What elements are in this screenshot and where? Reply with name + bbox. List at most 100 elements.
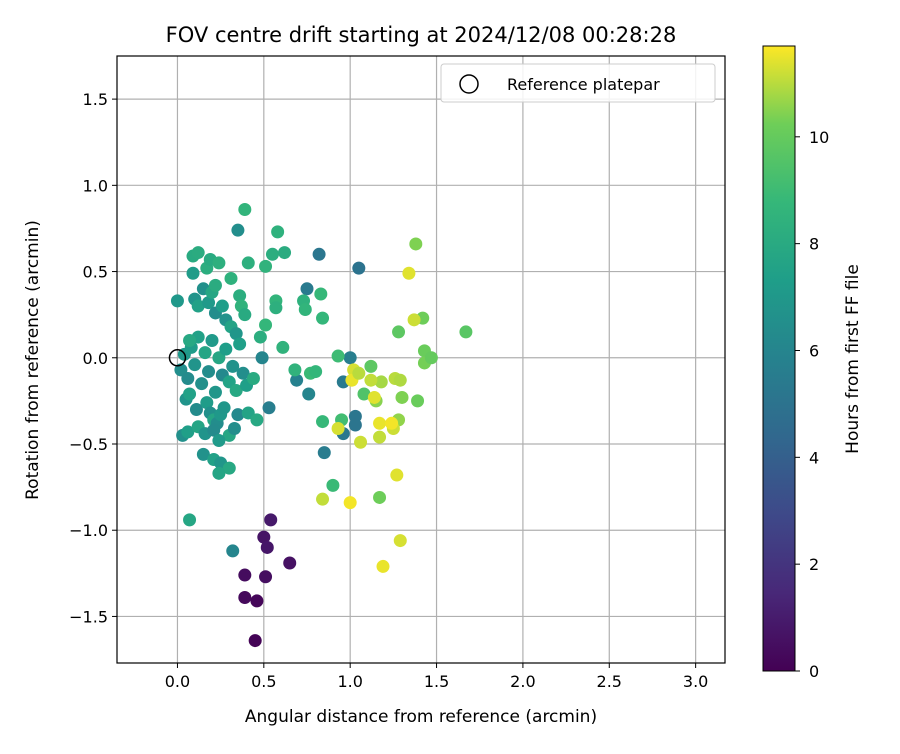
colorbar-ticks: 0 2 4 6 8 10: [795, 128, 829, 681]
data-point: [364, 359, 378, 373]
data-point: [183, 513, 197, 527]
legend: Reference platepar: [440, 63, 716, 103]
y-tick-label: −0.5: [69, 435, 108, 454]
legend-box: [440, 63, 716, 103]
data-point: [196, 447, 210, 461]
reference-platepar-marker: [168, 349, 187, 367]
colorbar-gradient: [762, 45, 796, 672]
data-point: [367, 390, 381, 404]
data-point: [212, 434, 226, 448]
data-point: [238, 568, 252, 582]
data-point: [373, 430, 387, 444]
data-point: [217, 401, 231, 415]
data-point: [189, 403, 203, 417]
data-point: [207, 423, 221, 437]
data-point: [181, 425, 195, 439]
data-point: [259, 318, 273, 332]
data-point: [208, 278, 222, 292]
data-point: [229, 384, 243, 398]
data-point: [352, 366, 366, 380]
data-point: [298, 302, 312, 316]
y-tick-label: 0.5: [83, 263, 108, 282]
data-point: [265, 247, 279, 261]
data-point: [250, 413, 264, 427]
data-point: [343, 351, 357, 365]
colorbar-tick-label: 6: [809, 341, 819, 360]
chart-title: FOV centre drift starting at 2024/12/08 …: [166, 23, 677, 47]
data-point: [385, 416, 399, 430]
data-point: [395, 390, 409, 404]
colorbar-label: Hours from first FF file: [843, 264, 863, 454]
colorbar: 0 2 4 6 8 10 Hours from first FF file: [762, 45, 863, 681]
data-point: [271, 225, 285, 239]
x-axis-ticks: 0.0 0.5 1.0 1.5 2.0 2.5 3.0: [165, 663, 708, 691]
data-point: [407, 313, 421, 327]
data-point: [288, 363, 302, 377]
data-point: [312, 247, 326, 261]
data-point: [352, 261, 366, 275]
data-point: [191, 299, 205, 313]
data-point: [233, 337, 247, 351]
data-point: [205, 334, 219, 348]
data-point: [269, 301, 283, 315]
data-point: [331, 349, 345, 363]
y-tick-label: −1.0: [69, 521, 108, 540]
data-point: [181, 371, 195, 385]
data-point: [316, 311, 330, 325]
data-point: [283, 556, 297, 570]
data-point: [255, 351, 269, 365]
data-point: [212, 466, 226, 480]
data-point: [276, 340, 290, 354]
colorbar-tick-label: 10: [809, 128, 829, 147]
data-point: [373, 416, 387, 430]
data-point: [459, 325, 473, 339]
data-point: [257, 530, 271, 544]
data-point: [262, 401, 276, 415]
data-point: [236, 366, 250, 380]
y-tick-label: −1.5: [69, 607, 108, 626]
data-point: [231, 408, 245, 422]
data-point: [229, 327, 243, 341]
data-point: [331, 421, 345, 435]
data-point: [300, 282, 314, 296]
x-axis-label: Angular distance from reference (arcmin): [245, 707, 597, 727]
data-point: [186, 266, 200, 280]
data-point: [238, 308, 252, 322]
data-point: [183, 387, 197, 401]
data-point: [238, 202, 252, 216]
legend-entry-reference-platepar: Reference platepar: [507, 75, 660, 94]
data-point: [343, 496, 357, 510]
data-point: [259, 570, 273, 584]
data-point: [316, 415, 330, 429]
colorbar-tick-label: 0: [809, 662, 819, 681]
data-point: [357, 387, 371, 401]
data-point: [226, 544, 240, 558]
data-point: [170, 294, 184, 308]
x-tick-label: 1.0: [337, 672, 362, 691]
data-point: [238, 590, 252, 604]
data-point: [195, 377, 209, 391]
data-point: [208, 385, 222, 399]
data-point: [376, 559, 390, 573]
data-point: [302, 387, 316, 401]
x-tick-label: 3.0: [683, 672, 708, 691]
data-point: [215, 299, 229, 313]
data-point: [202, 296, 216, 310]
x-tick-label: 2.5: [597, 672, 622, 691]
data-point: [191, 246, 205, 260]
data-point: [222, 461, 236, 475]
data-point: [409, 237, 423, 251]
data-point: [219, 342, 233, 356]
y-tick-label: 1.5: [83, 90, 108, 109]
y-axis-label: Rotation from reference (arcmin): [23, 220, 43, 500]
data-point: [260, 540, 274, 554]
data-point: [202, 365, 216, 379]
data-point: [364, 373, 378, 387]
plot-frame: [116, 55, 726, 664]
y-tick-label: 1.0: [83, 176, 108, 195]
data-point: [224, 271, 238, 285]
data-point: [373, 490, 387, 504]
colorbar-tick-label: 4: [809, 448, 819, 467]
data-point: [314, 287, 328, 301]
